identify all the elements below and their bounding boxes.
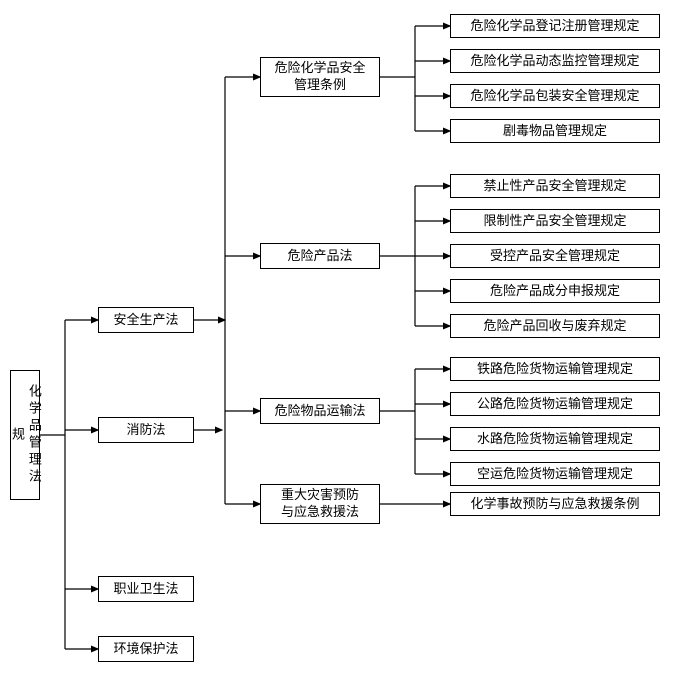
leaf-g3-3: 空运危险货物运输管理规定	[450, 462, 660, 486]
leaf-g3-1: 公路危险货物运输管理规定	[450, 392, 660, 416]
l1-safety-prod: 安全生产法	[98, 307, 194, 333]
leaf-g1-1: 危险化学品动态监控管理规定	[450, 49, 660, 73]
l2-danger-transport: 危险物品运输法	[260, 398, 380, 424]
leaf-g3-2: 水路危险货物运输管理规定	[450, 427, 660, 451]
l2-danger-prod: 危险产品法	[260, 243, 380, 269]
leaf-g2-4: 危险产品回收与废弃规定	[450, 314, 660, 338]
leaf-g1-2: 危险化学品包装安全管理规定	[450, 84, 660, 108]
leaf-g2-3: 危险产品成分申报规定	[450, 279, 660, 303]
l1-fire: 消防法	[98, 417, 194, 443]
l1-env-prot: 环境保护法	[98, 636, 194, 662]
leaf-g1-3: 剧毒物品管理规定	[450, 119, 660, 143]
leaf-g2-0: 禁止性产品安全管理规定	[450, 174, 660, 198]
l2-chem-safety: 危险化学品安全 管理条例	[260, 57, 380, 97]
leaf-g3-0: 铁路危险货物运输管理规定	[450, 357, 660, 381]
root-node: 化学品管理法规	[10, 370, 40, 500]
l2-disaster-emerg: 重大灾害预防 与应急救援法	[260, 484, 380, 524]
leaf-g2-2: 受控产品安全管理规定	[450, 244, 660, 268]
l1-occ-health: 职业卫生法	[98, 576, 194, 602]
leaf-g2-1: 限制性产品安全管理规定	[450, 209, 660, 233]
leaf-g1-0: 危险化学品登记注册管理规定	[450, 14, 660, 38]
leaf-g4-0: 化学事故预防与应急救援条例	[450, 492, 660, 516]
